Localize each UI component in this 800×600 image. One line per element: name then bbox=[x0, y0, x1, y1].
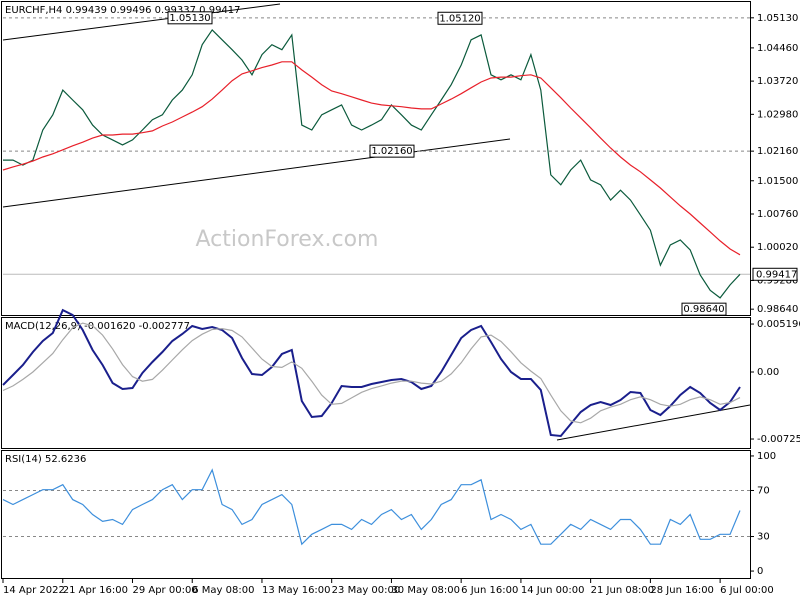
x-tick-label: 23 May 00:00 bbox=[332, 585, 401, 596]
y-tick-label: 1.04460 bbox=[757, 43, 798, 54]
last-price-box bbox=[752, 267, 798, 281]
price-panel bbox=[1, 1, 751, 316]
x-tick-label: 21 Apr 16:00 bbox=[63, 585, 128, 596]
y-tick-label: 1.02160 bbox=[757, 146, 798, 157]
x-tick-label: 6 Jun 16:00 bbox=[461, 585, 518, 596]
x-tick-label: 28 Jun 16:00 bbox=[650, 585, 714, 596]
annotation-box bbox=[167, 11, 213, 25]
annotation-label: 1.05130 bbox=[169, 13, 210, 24]
y-tick-label: 0 bbox=[757, 566, 763, 577]
x-tick-label: 30 May 08:00 bbox=[391, 585, 460, 596]
annotation-box bbox=[369, 144, 415, 158]
x-tick-label: 6 Jul 00:00 bbox=[720, 585, 774, 596]
x-tick-label: 14 Apr 2022 bbox=[3, 585, 65, 596]
y-tick-label: 1.02980 bbox=[757, 109, 798, 120]
x-tick-label: 13 May 16:00 bbox=[262, 585, 331, 596]
price-header: EURCHF,H4 0.99439 0.99496 0.99337 0.9941… bbox=[5, 5, 241, 16]
series-line bbox=[3, 28, 741, 299]
y-tick-label: 30 bbox=[757, 532, 770, 543]
y-tick-label: 100 bbox=[757, 451, 776, 462]
watermark: ActionForex.com bbox=[196, 227, 379, 252]
rsi-panel bbox=[1, 450, 751, 579]
series-line bbox=[2, 308, 741, 438]
y-tick-label: 70 bbox=[757, 485, 770, 496]
trend-line bbox=[2, 3, 281, 41]
y-tick-label: -0.007259 bbox=[757, 434, 800, 445]
series-line bbox=[2, 468, 741, 546]
annotation-box bbox=[437, 11, 483, 25]
series-line bbox=[2, 61, 741, 256]
y-tick-label: 0.005196 bbox=[757, 319, 800, 330]
y-tick-label: 1.01500 bbox=[757, 176, 798, 187]
y-tick-label: 1.00760 bbox=[757, 209, 798, 220]
macd-panel bbox=[1, 317, 751, 449]
trend-line bbox=[556, 404, 751, 441]
y-tick-label: 0.98640 bbox=[757, 304, 798, 315]
last-price-label: 0.99417 bbox=[756, 269, 797, 280]
annotation-box bbox=[681, 302, 727, 316]
x-tick-label: 21 Jun 08:00 bbox=[591, 585, 655, 596]
y-tick-label: 1.05130 bbox=[757, 13, 798, 24]
annotation-label: 1.02160 bbox=[371, 146, 412, 157]
x-tick-label: 29 Apr 00:00 bbox=[132, 585, 197, 596]
rsi-header: RSI(14) 52.6236 bbox=[5, 454, 86, 465]
y-tick-label: 1.00020 bbox=[757, 242, 798, 253]
y-tick-label: 0.00 bbox=[757, 367, 779, 378]
y-tick-label: 0.99280 bbox=[757, 275, 798, 286]
x-tick-label: 14 Jun 00:00 bbox=[521, 585, 585, 596]
y-tick-label: 1.03720 bbox=[757, 76, 798, 87]
annotation-label: 1.05120 bbox=[439, 13, 480, 24]
macd-header: MACD(12,26,9) -0.001620 -0.002777 bbox=[5, 321, 190, 332]
trend-line bbox=[2, 138, 511, 208]
series-line bbox=[2, 322, 741, 424]
x-tick-label: 6 May 08:00 bbox=[192, 585, 254, 596]
annotation-label: 0.98640 bbox=[683, 304, 724, 315]
